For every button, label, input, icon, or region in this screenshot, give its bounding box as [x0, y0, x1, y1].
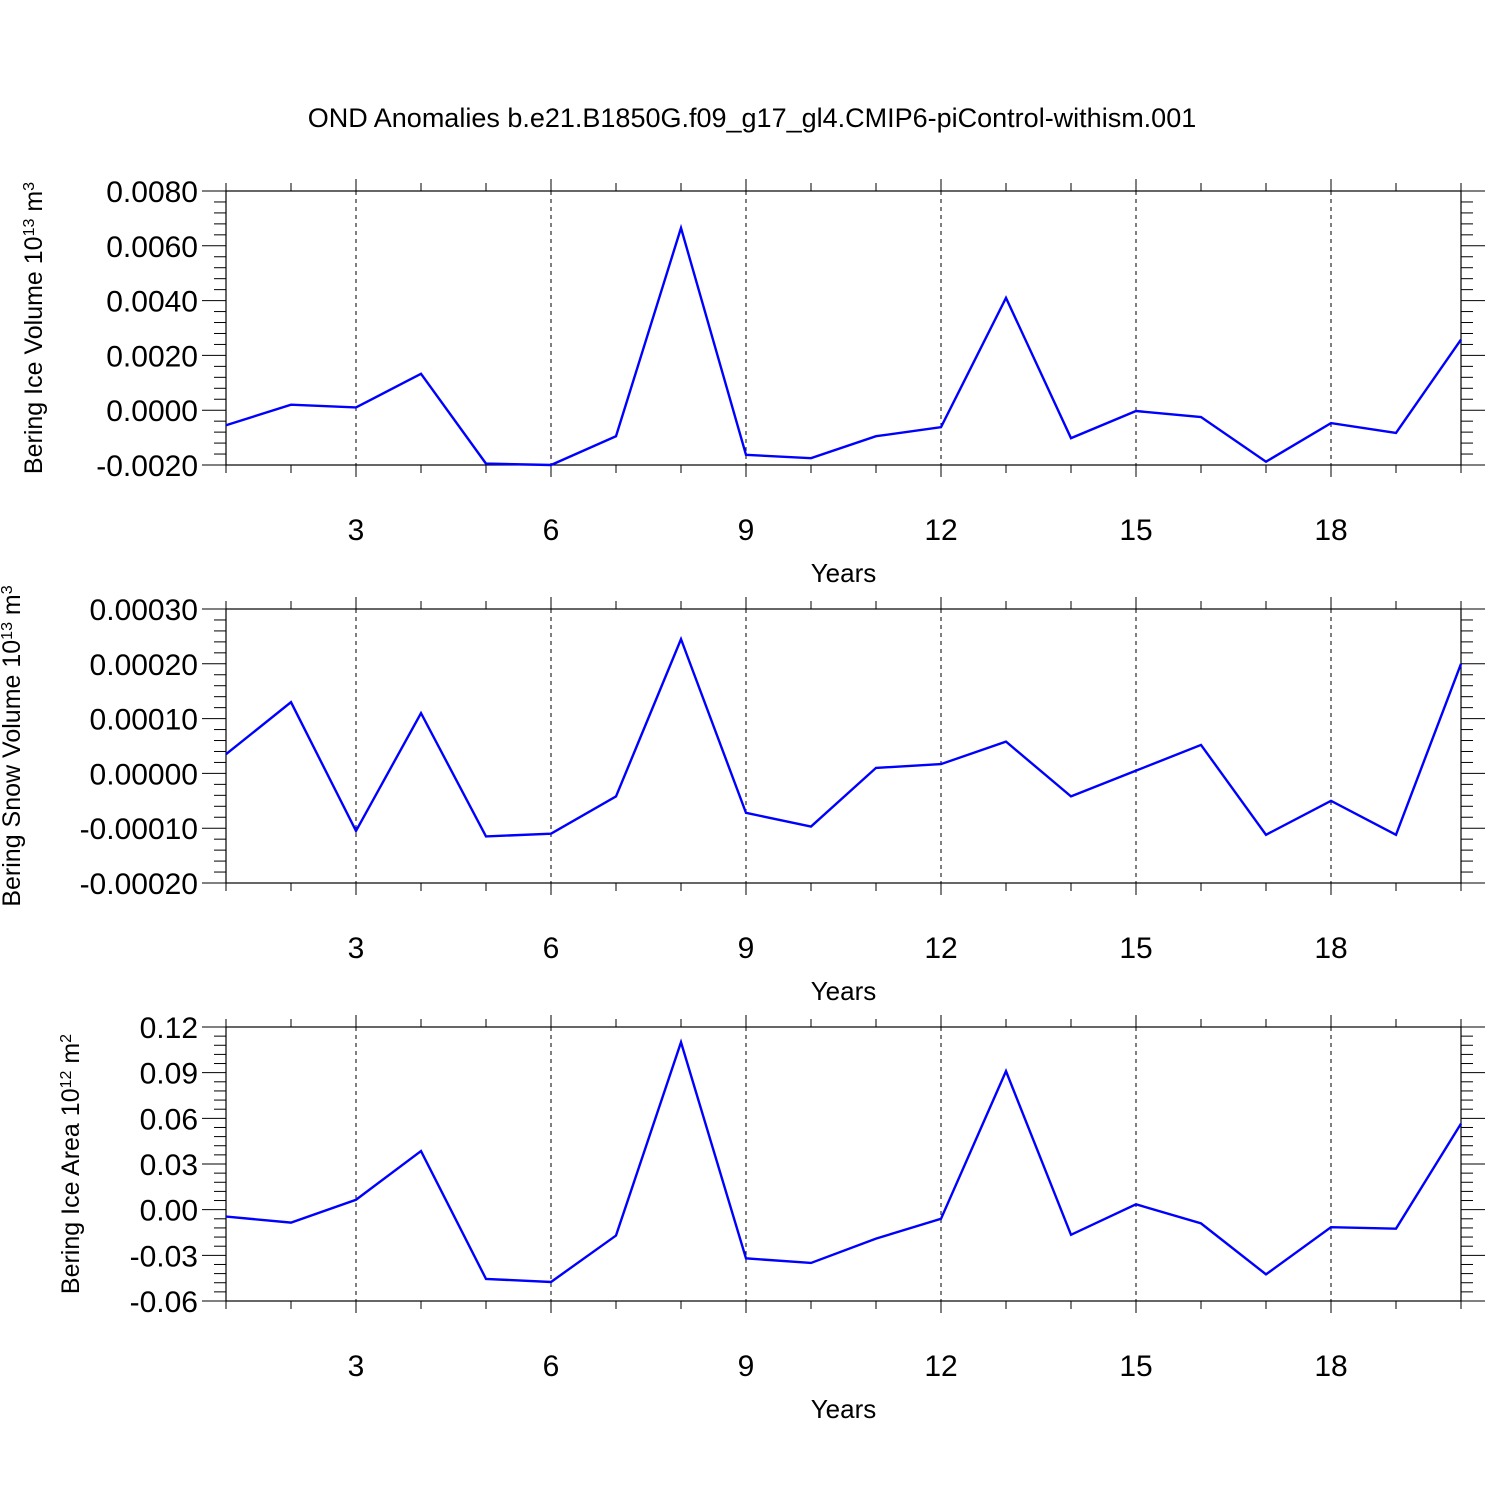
y-axis-label-superscript: 3	[0, 585, 16, 594]
x-tick-label: 18	[1314, 932, 1347, 965]
x-tick-label: 15	[1119, 514, 1152, 547]
y-tick-label: -0.0020	[96, 450, 198, 483]
y-tick-label: 0.12	[140, 1012, 198, 1045]
x-tick-label: 9	[738, 514, 755, 547]
y-axis-label-superscript: 12	[58, 1070, 75, 1088]
series-line	[225, 635, 1463, 838]
x-tick-label: 3	[348, 932, 365, 965]
y-axis-label-part: Bering Snow Volume 10	[0, 640, 26, 907]
y-tick-label: -0.06	[130, 1286, 198, 1319]
x-tick-label: 12	[924, 1350, 957, 1383]
series-line	[225, 1038, 1463, 1284]
y-tick-label: 0.0080	[106, 176, 198, 209]
x-tick-label: 6	[543, 932, 560, 965]
y-tick-label: 0.0020	[106, 340, 198, 373]
x-axis-label: Years	[811, 1394, 877, 1424]
x-axis-label: Years	[811, 976, 877, 1006]
y-tick-label: 0.00010	[90, 704, 198, 737]
plot-frame	[225, 608, 1462, 884]
y-tick-label: -0.00010	[80, 813, 198, 846]
x-tick-label: 18	[1314, 514, 1347, 547]
y-tick-label: 0.0000	[106, 395, 198, 428]
chart-panel-2: -0.00020 -0.00010 0.00000 0.00010 0.00020 0.0…	[0, 585, 1485, 1006]
y-axis-label-superscript: 13	[21, 219, 38, 237]
y-axis-label-superscript: 13	[0, 622, 16, 640]
x-axis-label: Years	[811, 558, 877, 588]
x-tick-label: 12	[924, 932, 957, 965]
x-tick-label: 3	[348, 1350, 365, 1383]
x-tick-label: 15	[1119, 1350, 1152, 1383]
panels: -0.0020 0.0000 0.0020 0.0040 0.0060 0.0080 3 6 9…	[0, 176, 1485, 1424]
plot-frame	[225, 1026, 1462, 1302]
y-axis-label-superscript: 3	[21, 182, 38, 191]
y-axis-label-part: m	[20, 191, 48, 219]
x-tick-label: 18	[1314, 1350, 1347, 1383]
y-tick-label: 0.00	[140, 1195, 198, 1228]
y-tick-label: 0.00020	[90, 649, 198, 682]
y-axis-label: Bering Ice Area 1012 m2	[57, 1034, 85, 1294]
series-line	[225, 223, 1462, 467]
x-tick-label: 6	[543, 1350, 560, 1383]
x-tick-label: 15	[1119, 932, 1152, 965]
plot-frame	[225, 190, 1462, 466]
x-tick-label: 9	[738, 1350, 755, 1383]
x-tick-label: 3	[348, 514, 365, 547]
y-tick-label: 0.09	[140, 1058, 198, 1091]
y-axis-label-part: m	[57, 1043, 85, 1071]
y-tick-label: 0.06	[140, 1103, 198, 1136]
x-tick-label: 9	[738, 932, 755, 965]
y-tick-label: 0.0060	[106, 231, 198, 264]
y-tick-label: 0.03	[140, 1149, 198, 1182]
chart-panel-1: -0.0020 0.0000 0.0020 0.0040 0.0060 0.0080 3 6 9…	[20, 176, 1485, 588]
x-tick-label: 12	[924, 514, 957, 547]
y-axis-label: Bering Snow Volume 1013 m3	[0, 585, 26, 906]
y-axis-label-superscript: 2	[58, 1034, 75, 1043]
x-tick-label: 6	[543, 514, 560, 547]
y-tick-label: 0.00030	[90, 594, 198, 627]
y-tick-label: -0.03	[130, 1240, 198, 1273]
y-axis-label-part: Bering Ice Area 10	[57, 1088, 85, 1294]
y-axis-label-part: Bering Ice Volume 10	[20, 236, 48, 474]
y-tick-label: -0.00020	[80, 868, 198, 901]
y-axis-label-part: m	[0, 594, 26, 622]
figure-title: OND Anomalies b.e21.B1850G.f09_g17_gl4.C…	[308, 103, 1196, 133]
y-tick-label: 0.0040	[106, 286, 198, 319]
y-tick-label: 0.00000	[90, 758, 198, 791]
y-axis-label: Bering Ice Volume 1013 m3	[20, 182, 48, 474]
chart-panel-3: -0.06 -0.03 0.00 0.03 0.06 0.09 0.12 3 6 9 12 15 18 Y…	[57, 1012, 1485, 1424]
